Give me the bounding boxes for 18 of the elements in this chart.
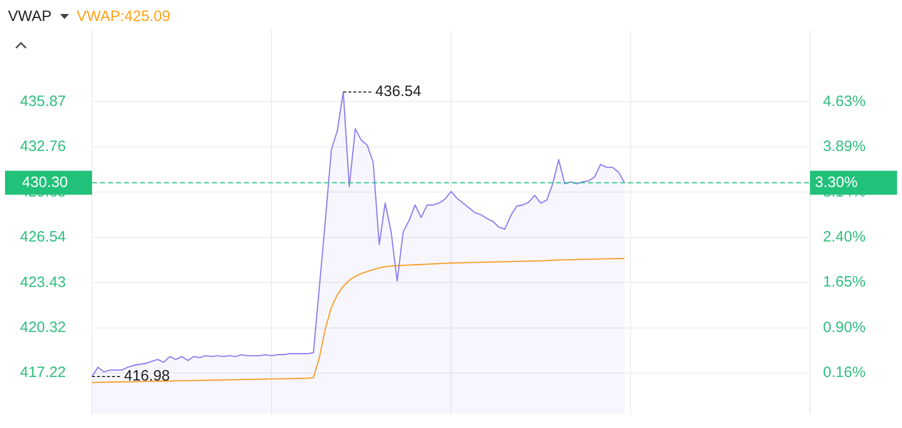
y2-tick-label: 0.90% [823,319,866,336]
y-tick-label: 432.76 [20,138,66,156]
y-tick-label: 423.43 [20,274,66,291]
y2-tick-label: 3.89% [823,138,866,156]
annotation: 416.98 [124,368,170,385]
ref-line-label: 430.30 [22,174,68,191]
y-tick-label: 426.54 [20,228,66,246]
annotation: 436.54 [375,83,422,100]
y-tick-label: 435.87 [20,92,66,110]
chart-title: VWAP [8,8,52,25]
y2-tick-label: 1.65% [823,274,866,291]
y-tick-label: 420.32 [20,319,66,336]
y2-tick-label: 2.40% [823,228,866,246]
text: VWAP:425.09 [76,8,170,25]
text: 3.30% [815,174,858,191]
y-tick-label: 417.22 [20,364,66,382]
y2-tick-label: 4.63% [823,93,866,110]
y2-tick-label: 0.16% [823,364,866,381]
